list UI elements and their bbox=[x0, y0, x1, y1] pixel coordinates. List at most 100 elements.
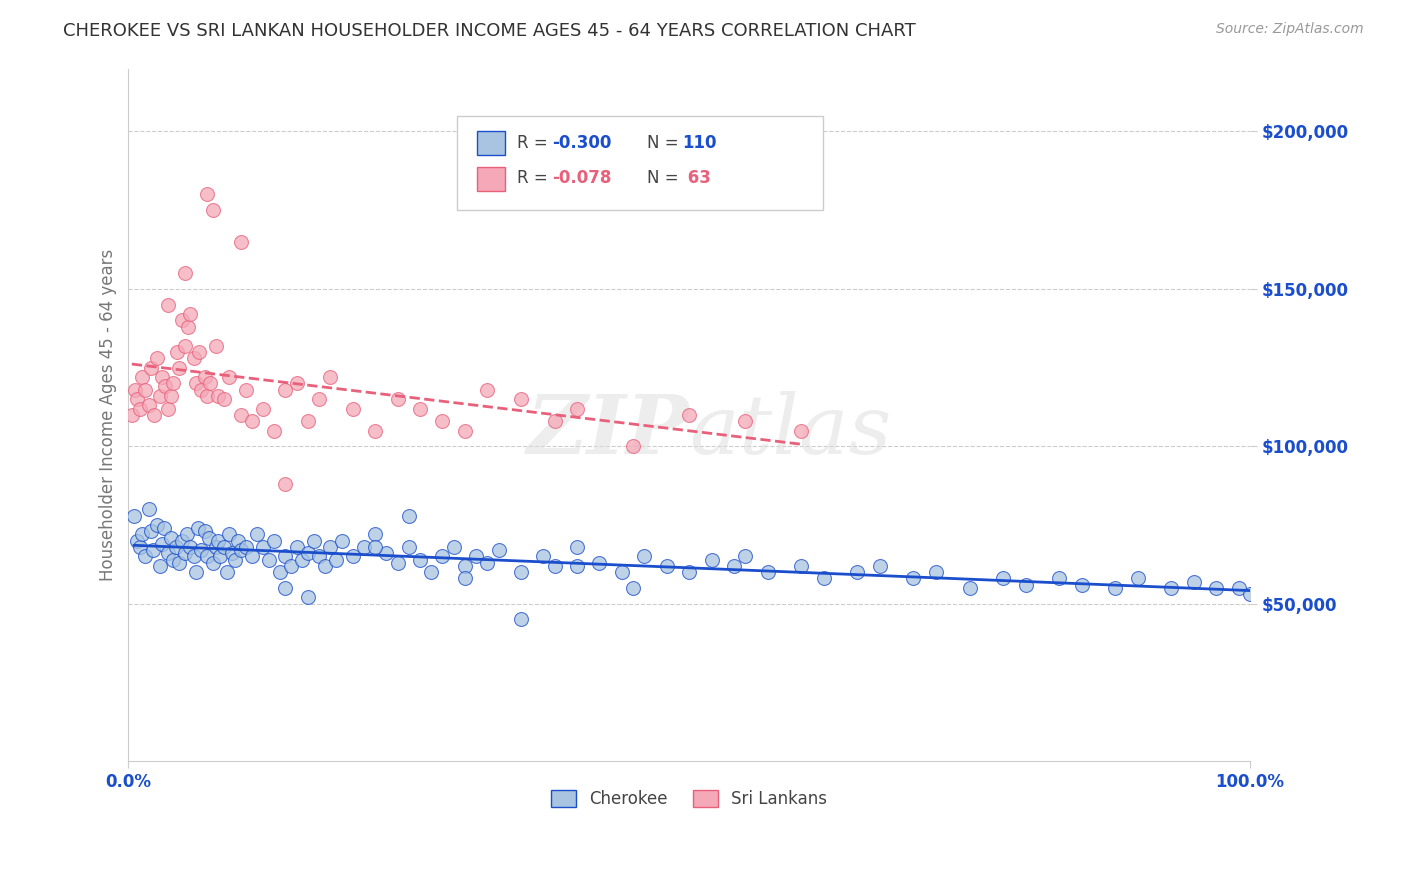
Point bbox=[297, 546, 319, 560]
Text: ZIP: ZIP bbox=[527, 391, 689, 471]
Point bbox=[488, 543, 510, 558]
Point bbox=[240, 414, 263, 428]
Point bbox=[131, 370, 153, 384]
Point bbox=[342, 401, 364, 416]
Point bbox=[285, 540, 308, 554]
Point bbox=[235, 540, 257, 554]
Point bbox=[655, 558, 678, 573]
Point bbox=[156, 546, 179, 560]
Point bbox=[229, 543, 252, 558]
Point bbox=[565, 558, 588, 573]
Point bbox=[314, 558, 336, 573]
Point bbox=[156, 401, 179, 416]
Point bbox=[454, 424, 477, 438]
Point bbox=[263, 424, 285, 438]
Point bbox=[221, 546, 243, 560]
Point bbox=[195, 187, 218, 202]
Point bbox=[398, 540, 420, 554]
Point bbox=[252, 401, 274, 416]
Point bbox=[201, 556, 224, 570]
Point bbox=[790, 558, 813, 573]
Point bbox=[274, 383, 297, 397]
Point bbox=[179, 540, 201, 554]
Point bbox=[723, 558, 745, 573]
Point bbox=[588, 556, 610, 570]
Point bbox=[228, 533, 250, 548]
Text: atlas: atlas bbox=[689, 391, 891, 471]
Point bbox=[330, 533, 353, 548]
Point bbox=[162, 376, 184, 391]
Point bbox=[212, 392, 235, 406]
Point bbox=[122, 508, 145, 523]
Point bbox=[127, 392, 149, 406]
Point bbox=[128, 540, 150, 554]
Point bbox=[342, 549, 364, 564]
Point bbox=[959, 581, 981, 595]
Point bbox=[246, 527, 269, 541]
Point bbox=[173, 546, 195, 560]
Point bbox=[177, 319, 200, 334]
Point bbox=[205, 338, 228, 352]
Point bbox=[454, 572, 477, 586]
Point bbox=[160, 389, 183, 403]
Point bbox=[1014, 578, 1036, 592]
Point bbox=[291, 552, 314, 566]
Legend: Cherokee, Sri Lankans: Cherokee, Sri Lankans bbox=[544, 783, 834, 815]
Point bbox=[477, 383, 499, 397]
Point bbox=[160, 531, 183, 545]
Point bbox=[364, 527, 387, 541]
Point bbox=[142, 543, 165, 558]
Point bbox=[1205, 581, 1227, 595]
Point bbox=[183, 549, 205, 564]
Point bbox=[565, 540, 588, 554]
Point bbox=[280, 558, 302, 573]
Point bbox=[510, 565, 533, 579]
Point bbox=[465, 549, 488, 564]
Point bbox=[510, 392, 533, 406]
Point bbox=[150, 370, 173, 384]
Text: N =: N = bbox=[647, 169, 683, 187]
Point bbox=[229, 235, 252, 249]
Point bbox=[387, 392, 409, 406]
Point bbox=[297, 414, 319, 428]
Point bbox=[610, 565, 633, 579]
Point bbox=[756, 565, 779, 579]
Point bbox=[364, 424, 387, 438]
Point bbox=[167, 360, 190, 375]
Point bbox=[134, 383, 156, 397]
Point bbox=[201, 203, 224, 218]
Point bbox=[173, 266, 195, 280]
Point bbox=[678, 408, 700, 422]
Point bbox=[308, 392, 330, 406]
Point bbox=[925, 565, 948, 579]
Point bbox=[150, 537, 173, 551]
Point bbox=[1104, 581, 1126, 595]
Point bbox=[1047, 572, 1070, 586]
Point bbox=[1182, 574, 1205, 589]
Point bbox=[375, 546, 398, 560]
Point bbox=[700, 552, 723, 566]
Point bbox=[162, 552, 184, 566]
Point bbox=[149, 389, 172, 403]
Point bbox=[319, 370, 342, 384]
Point bbox=[869, 558, 891, 573]
Point bbox=[172, 533, 194, 548]
Point bbox=[131, 527, 153, 541]
Point bbox=[155, 379, 177, 393]
Point bbox=[319, 540, 342, 554]
Point bbox=[432, 549, 454, 564]
Point bbox=[124, 383, 146, 397]
Point bbox=[364, 540, 387, 554]
Point bbox=[274, 549, 297, 564]
Text: 110: 110 bbox=[682, 134, 717, 152]
Point bbox=[138, 502, 160, 516]
Point bbox=[187, 521, 209, 535]
Point bbox=[205, 540, 228, 554]
Point bbox=[325, 552, 347, 566]
Point bbox=[198, 531, 221, 545]
Point bbox=[790, 424, 813, 438]
Point bbox=[510, 612, 533, 626]
Point bbox=[1070, 578, 1092, 592]
Point bbox=[240, 549, 263, 564]
Point bbox=[353, 540, 375, 554]
